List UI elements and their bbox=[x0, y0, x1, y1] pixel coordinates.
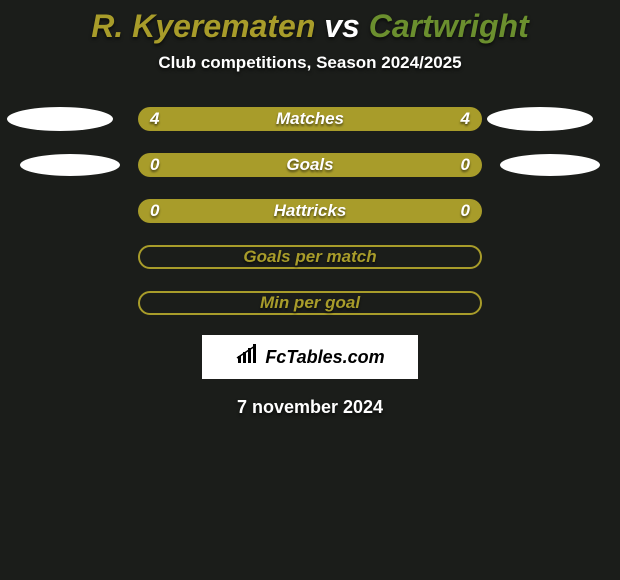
stat-row: Goals 0 0 bbox=[0, 153, 620, 177]
stat-label: Matches bbox=[276, 109, 344, 129]
stat-label: Hattricks bbox=[274, 201, 347, 221]
logo-text: FcTables.com bbox=[265, 347, 384, 368]
stat-value-left: 0 bbox=[150, 155, 159, 175]
player1-badge bbox=[7, 107, 113, 131]
stat-bar: Hattricks 0 0 bbox=[138, 199, 482, 223]
bar-chart-icon bbox=[235, 344, 261, 371]
stat-bar: Goals 0 0 bbox=[138, 153, 482, 177]
player1-badge bbox=[20, 154, 120, 176]
stat-rows: Matches 4 4 Goals 0 0 Hattricks 0 0 Goals per mat… bbox=[0, 107, 620, 315]
stat-value-right: 4 bbox=[461, 109, 470, 129]
stat-value-left: 4 bbox=[150, 109, 159, 129]
stat-value-right: 0 bbox=[461, 155, 470, 175]
subtitle: Club competitions, Season 2024/2025 bbox=[0, 53, 620, 73]
player1-name: R. Kyerematen bbox=[91, 8, 315, 44]
stat-bar: Matches 4 4 bbox=[138, 107, 482, 131]
stat-label: Goals bbox=[286, 155, 333, 175]
stat-bar: Min per goal bbox=[138, 291, 482, 315]
stat-row: Hattricks 0 0 bbox=[0, 199, 620, 223]
date-label: 7 november 2024 bbox=[0, 397, 620, 418]
comparison-title: R. Kyerematen vs Cartwright bbox=[0, 0, 620, 45]
stat-value-left: 0 bbox=[150, 201, 159, 221]
player2-badge bbox=[500, 154, 600, 176]
fctables-logo: FcTables.com bbox=[202, 335, 418, 379]
player2-badge bbox=[487, 107, 593, 131]
player2-name: Cartwright bbox=[369, 8, 529, 44]
stat-row: Min per goal bbox=[0, 291, 620, 315]
stat-label: Min per goal bbox=[260, 293, 360, 313]
vs-separator: vs bbox=[315, 8, 368, 44]
stat-bar: Goals per match bbox=[138, 245, 482, 269]
stat-row: Matches 4 4 bbox=[0, 107, 620, 131]
stat-value-right: 0 bbox=[461, 201, 470, 221]
stat-label: Goals per match bbox=[243, 247, 376, 267]
stat-row: Goals per match bbox=[0, 245, 620, 269]
